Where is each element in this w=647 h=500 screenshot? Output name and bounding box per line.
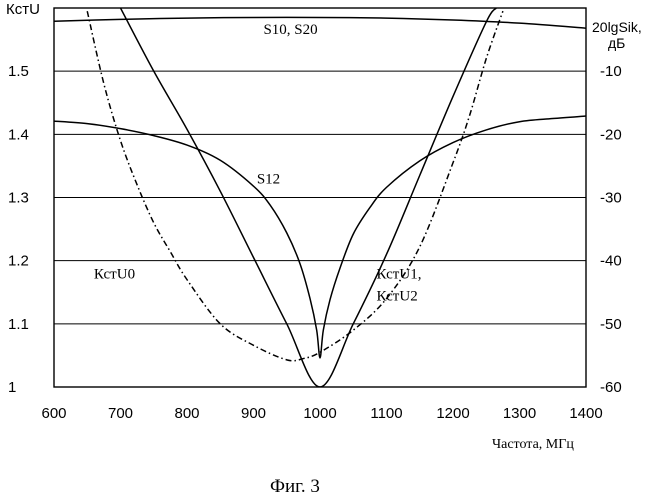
y-right-axis-label-line2: дБ [608, 35, 625, 51]
y-right-tick-label: -50 [600, 316, 622, 333]
x-tick-label: 900 [241, 405, 266, 422]
y-right-tick-label: -40 [600, 253, 622, 270]
series-annotation: КстU0 [94, 266, 135, 282]
y-left-tick-label: 1.5 [8, 63, 29, 80]
x-tick-label: 700 [108, 405, 133, 422]
y-right-tick-label: -10 [600, 63, 622, 80]
y-left-tick-label: 1 [8, 379, 16, 396]
y-left-tick-label: 1.4 [8, 126, 29, 143]
y-left-tick-label: 1.2 [8, 253, 29, 270]
x-axis-label: Частота, МГц [492, 437, 574, 452]
annotations: S10, S20 S12 КстU0 КстU1, КстU2 [94, 22, 422, 305]
y-left-tick-label: 1.1 [8, 316, 29, 333]
grid [54, 71, 586, 324]
series-line-s10-s20 [54, 17, 586, 28]
series-annotation: S12 [257, 172, 280, 188]
x-tick-label: 1300 [503, 405, 536, 422]
y-left-tick-labels: 1 1.1 1.2 1.3 1.4 1.5 [8, 63, 29, 396]
y-right-tick-label: -60 [600, 379, 622, 396]
x-tick-label: 1000 [303, 405, 336, 422]
y-left-tick-label: 1.3 [8, 190, 29, 207]
x-tick-label: 1400 [569, 405, 602, 422]
y-right-axis-label-line1: 20lgSik, [592, 19, 642, 35]
y-right-tick-label: -30 [600, 190, 622, 207]
x-tick-labels: 600 700 800 900 1000 1100 1200 1300 1400 [41, 405, 602, 422]
y-right-tick-labels: -10 -20 -30 -40 -50 -60 [600, 63, 622, 396]
x-tick-label: 600 [41, 405, 66, 422]
series-annotation: КстU1, [377, 266, 422, 282]
series-annotation: КстU2 [377, 288, 418, 304]
figure-caption: Фиг. 3 [270, 476, 320, 497]
y-right-tick-label: -20 [600, 126, 622, 143]
y-left-axis-label: КстU [6, 1, 40, 18]
series-line-s12 [54, 116, 586, 358]
x-tick-label: 1100 [370, 405, 402, 422]
series-annotation: S10, S20 [263, 22, 317, 38]
x-tick-label: 1200 [436, 405, 469, 422]
x-tick-label: 800 [174, 405, 199, 422]
